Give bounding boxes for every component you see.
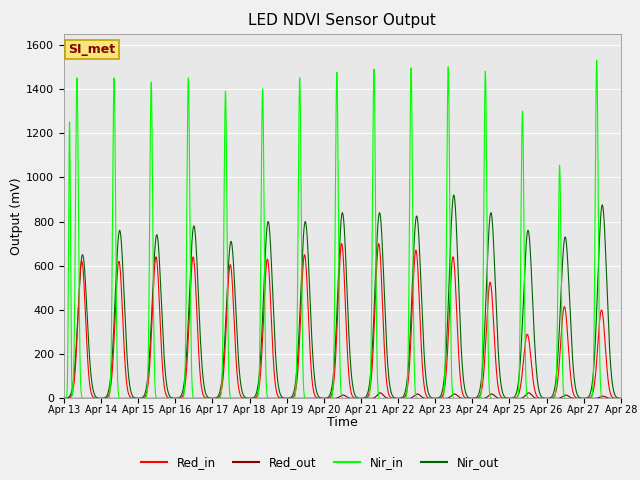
Nir_out xyxy=(60,396,68,401)
Title: LED NDVI Sensor Output: LED NDVI Sensor Output xyxy=(248,13,436,28)
Red_in xyxy=(179,392,187,398)
Red_out xyxy=(419,395,427,401)
Nir_out xyxy=(499,389,506,395)
Nir_in xyxy=(499,396,506,401)
Nir_out xyxy=(173,396,181,401)
Red_in xyxy=(617,396,625,401)
X-axis label: Time: Time xyxy=(327,416,358,429)
Red_in xyxy=(338,241,346,247)
Nir_in xyxy=(580,396,588,401)
Line: Nir_out: Nir_out xyxy=(64,195,621,398)
Nir_out xyxy=(617,396,625,401)
Nir_in xyxy=(617,396,625,401)
Red_out xyxy=(617,396,625,401)
Red_in xyxy=(615,396,623,401)
Nir_in xyxy=(593,57,600,63)
Nir_in xyxy=(173,396,181,401)
Nir_in xyxy=(179,395,187,401)
Line: Red_out: Red_out xyxy=(64,393,621,398)
Red_out xyxy=(615,396,623,401)
Nir_in xyxy=(419,396,427,401)
Y-axis label: Output (mV): Output (mV) xyxy=(10,177,24,255)
Red_out xyxy=(376,390,384,396)
Nir_in xyxy=(60,396,68,401)
Red_in xyxy=(419,375,427,381)
Red_in xyxy=(269,340,276,346)
Nir_out xyxy=(179,386,187,392)
Red_in xyxy=(173,396,181,401)
Red_out xyxy=(173,396,181,401)
Nir_out xyxy=(419,335,427,340)
Nir_out xyxy=(615,396,623,401)
Nir_out xyxy=(269,284,276,290)
Red_out xyxy=(269,396,276,401)
Red_in xyxy=(543,396,550,401)
Text: SI_met: SI_met xyxy=(68,43,116,56)
Nir_in xyxy=(615,396,623,401)
Nir_in xyxy=(269,396,276,401)
Nir_out xyxy=(450,192,458,198)
Red_out xyxy=(499,396,506,401)
Line: Nir_in: Nir_in xyxy=(64,60,621,398)
Line: Red_in: Red_in xyxy=(64,244,621,398)
Red_in xyxy=(60,396,68,401)
Legend: Red_in, Red_out, Nir_in, Nir_out: Red_in, Red_out, Nir_in, Nir_out xyxy=(136,452,504,474)
Red_in xyxy=(499,395,506,401)
Red_out xyxy=(179,396,187,401)
Red_out xyxy=(60,396,68,401)
